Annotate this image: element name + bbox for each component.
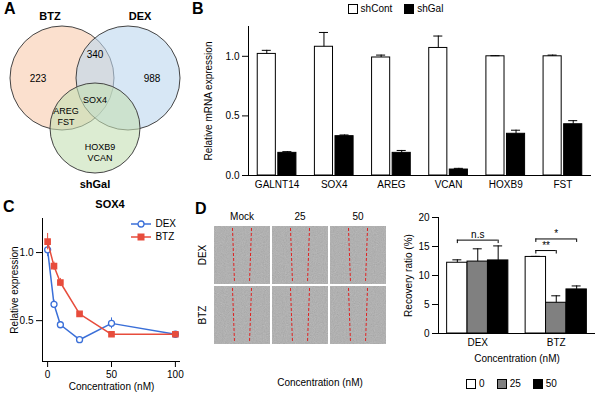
svg-text:Concentration (nM): Concentration (nM) [474, 353, 560, 364]
svg-text:*: * [554, 228, 558, 239]
html-text:B: B [192, 0, 204, 17]
html-text:D: D [195, 200, 207, 217]
svg-text:SOX4: SOX4 [321, 179, 348, 190]
svg-text:0: 0 [45, 369, 51, 380]
svg-text:Mock: Mock [230, 211, 255, 222]
svg-text:n.s: n.s [471, 229, 484, 240]
svg-text:988: 988 [144, 73, 161, 84]
svg-text:0.5: 0.5 [20, 315, 34, 326]
html-text:DEX: DEX [155, 218, 176, 229]
svg-text:5: 5 [424, 299, 430, 310]
html-text:BTZ: BTZ [155, 231, 175, 242]
svg-text:0: 0 [424, 328, 430, 339]
svg-text:BTZ: BTZ [197, 306, 208, 325]
svg-text:GALNT14: GALNT14 [255, 179, 300, 190]
svg-text:SOX4: SOX4 [83, 95, 107, 105]
svg-text:0.0: 0.0 [226, 170, 240, 181]
html-text:25: 25 [509, 378, 521, 389]
svg-text:Concentration (nM): Concentration (nM) [69, 381, 155, 392]
svg-text:HOXB9: HOXB9 [85, 142, 116, 152]
svg-text:FST: FST [58, 117, 76, 127]
svg-text:HOXB9: HOXB9 [489, 179, 523, 190]
svg-text:0.5: 0.5 [226, 110, 240, 121]
svg-text:Relative expression: Relative expression [9, 246, 20, 333]
svg-text:DEX: DEX [129, 10, 152, 22]
svg-text:Relative mRNA expression: Relative mRNA expression [203, 42, 214, 161]
svg-text:50: 50 [352, 211, 364, 222]
html-text:A: A [4, 0, 16, 17]
svg-text:223: 223 [30, 73, 47, 84]
svg-text:20: 20 [418, 212, 430, 223]
svg-text:DEX: DEX [467, 337, 488, 348]
svg-text:FST: FST [553, 179, 572, 190]
svg-text:Recovery ratio (%): Recovery ratio (%) [403, 234, 414, 317]
html-text:C: C [3, 198, 15, 215]
html-text:SOX4: SOX4 [95, 198, 125, 210]
html-text:shCont: shCont [360, 3, 393, 14]
svg-text:BTZ: BTZ [39, 10, 61, 22]
svg-text:15: 15 [418, 241, 430, 252]
svg-text:340: 340 [87, 49, 104, 60]
svg-text:VCAN: VCAN [87, 153, 112, 163]
svg-text:10: 10 [418, 270, 430, 281]
svg-text:50: 50 [106, 369, 118, 380]
svg-text:Concentration (nM): Concentration (nM) [277, 377, 363, 388]
html-text:shGal: shGal [417, 3, 444, 14]
svg-text:AREG: AREG [377, 179, 406, 190]
svg-text:1.0: 1.0 [20, 247, 34, 258]
svg-text:DEX: DEX [197, 244, 208, 265]
svg-text:1.0: 1.0 [226, 51, 240, 62]
svg-text:VCAN: VCAN [435, 179, 463, 190]
html-text:50: 50 [545, 378, 557, 389]
svg-text:AREG: AREG [53, 106, 79, 116]
svg-text:**: ** [542, 240, 550, 251]
svg-text:25: 25 [294, 211, 306, 222]
svg-text:100: 100 [167, 369, 184, 380]
html-text:0: 0 [479, 378, 485, 389]
svg-text:shGal: shGal [80, 178, 111, 190]
svg-text:BTZ: BTZ [547, 337, 566, 348]
